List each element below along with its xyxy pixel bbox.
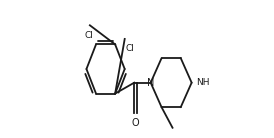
Text: O: O bbox=[132, 118, 139, 128]
Text: NH: NH bbox=[196, 78, 209, 87]
Text: Cl: Cl bbox=[85, 31, 94, 40]
Text: Cl: Cl bbox=[126, 44, 135, 53]
Text: N: N bbox=[147, 78, 154, 88]
